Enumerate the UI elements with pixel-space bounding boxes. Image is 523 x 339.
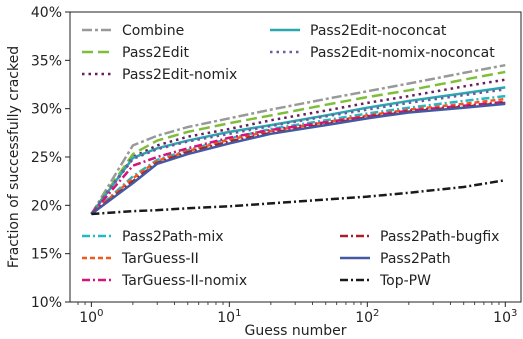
legend-label-pass2path-mix: Pass2Path-mix — [122, 229, 224, 245]
y-tick-label: 35% — [31, 53, 62, 69]
legend-label-pass2edit-nomix: Pass2Edit-nomix — [122, 67, 237, 83]
x-tick-label: 103 — [493, 308, 517, 326]
legend-label-pass2path-bugfix: Pass2Path-bugfix — [380, 229, 499, 245]
legend-label-pass2edit-nomix-noconcat: Pass2Edit-nomix-noconcat — [310, 45, 495, 61]
series-line-combine — [90, 63, 506, 215]
series-line-pass2edit-nomix-noconcat — [90, 88, 506, 215]
series-line-top-pw — [91, 178, 506, 216]
x-tick-label: 102 — [355, 308, 379, 326]
series-line-targuess-ii — [90, 97, 506, 215]
x-tick-label: 101 — [217, 308, 241, 326]
y-tick-label: 30% — [31, 102, 62, 118]
y-tick-label: 40% — [31, 5, 62, 21]
y-tick-label: 15% — [31, 247, 62, 263]
series-line-pass2path-mix — [90, 94, 506, 215]
y-axis: 10% 15% 20% 25% 30% 35% 40% — [31, 5, 70, 311]
y-tick-label: 10% — [31, 295, 62, 311]
legend-bottom: Pass2Path-mix Pass2Path-bugfix TarGuess-II… — [82, 229, 499, 289]
series-line-pass2path — [90, 102, 506, 216]
series-lines — [90, 63, 506, 216]
series-line-targuess-ii-nomix — [90, 100, 506, 215]
legend-label-targuess-ii-nomix: TarGuess-II-nomix — [121, 273, 247, 289]
y-tick-label: 20% — [31, 198, 62, 214]
y-tick-label: 25% — [31, 150, 62, 166]
legend-top: Combine Pass2Edit-noconcat Pass2Edit Pass2E… — [82, 23, 495, 83]
legend-label-pass2edit-noconcat: Pass2Edit-noconcat — [310, 23, 447, 39]
x-tick-label: 100 — [79, 308, 103, 326]
legend-label-top-pw: Top-PW — [379, 273, 431, 289]
y-axis-label: Fraction of successfully cracked — [6, 46, 22, 268]
legend-label-combine: Combine — [122, 23, 184, 39]
legend-label-targuess-ii: TarGuess-II — [121, 251, 199, 267]
legend-label-pass2path: Pass2Path — [380, 251, 451, 267]
x-axis-label: Guess number — [244, 323, 346, 339]
legend-label-pass2edit: Pass2Edit — [122, 45, 190, 61]
series-line-pass2edit-nomix — [90, 78, 506, 215]
x-axis: 100 101 102 103 — [77, 302, 517, 326]
series-line-pass2edit — [90, 70, 506, 215]
